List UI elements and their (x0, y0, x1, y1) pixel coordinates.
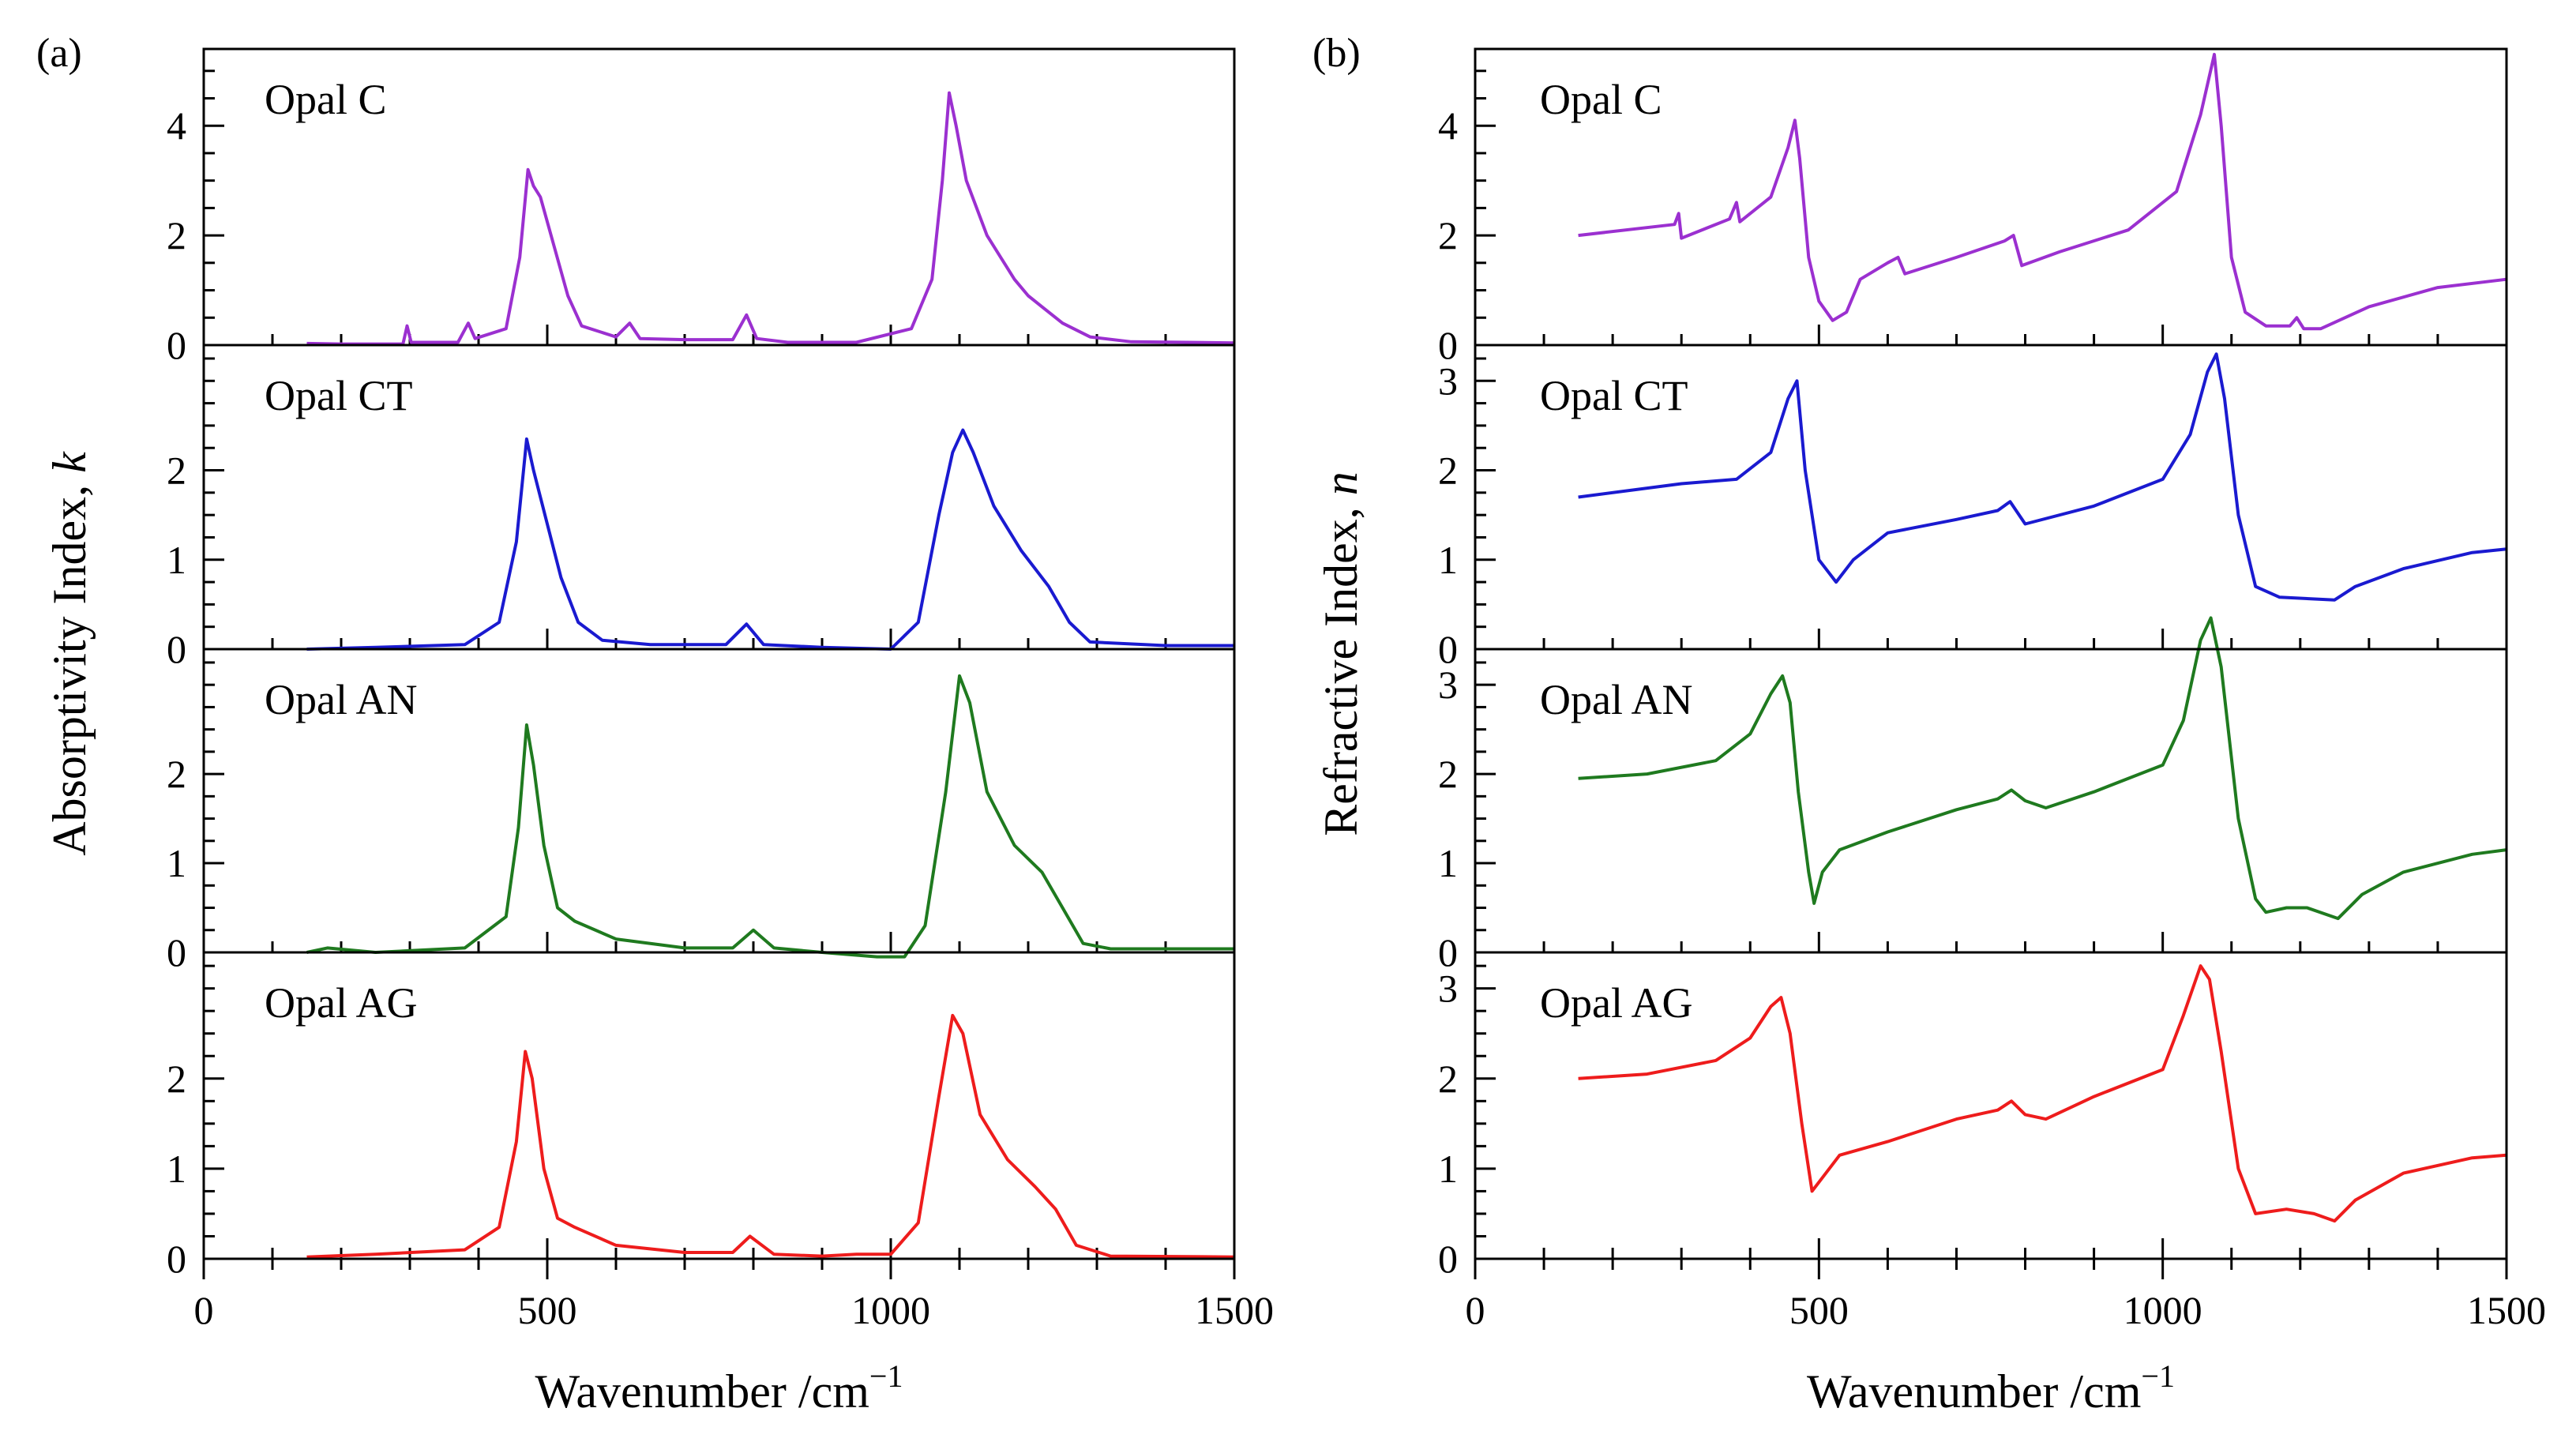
y-tick-label: 0 (1438, 1237, 1458, 1281)
x-tick-label: 500 (1789, 1288, 1849, 1332)
y-tick-label: 2 (1438, 752, 1458, 796)
x-tick-label: 500 (518, 1288, 577, 1332)
y-tick-label: 1 (1438, 1147, 1458, 1191)
x-tick-label: 1000 (851, 1288, 930, 1332)
y-tick-label: 0 (1438, 627, 1458, 671)
series-label: Opal AG (1540, 979, 1692, 1027)
x-tick-label: 0 (1466, 1288, 1485, 1332)
series-line-opal-ag (1578, 964, 2507, 1223)
y-tick-label: 2 (167, 213, 186, 257)
y-tick-label: 1 (1438, 538, 1458, 582)
series-line-opal-an (1578, 616, 2507, 921)
series-line-opal-c (306, 91, 1235, 346)
series-label: Opal AN (265, 676, 417, 723)
series-line-opal-an (306, 674, 1234, 959)
y-tick-label: 3 (1438, 359, 1458, 403)
panel-label-a: (a) (36, 31, 82, 76)
y-tick-label: 4 (1438, 103, 1458, 148)
x-tick-label: 1500 (1195, 1288, 1274, 1332)
x-axis-label: Wavenumber /cm−1 (1807, 1358, 2175, 1418)
series-label: Opal AG (265, 979, 417, 1027)
y-tick-label: 3 (1438, 663, 1458, 707)
y-axis-label: Refractive Index, n (1315, 471, 1367, 836)
series-line-opal-ct (306, 428, 1234, 651)
y-tick-label: 1 (167, 1147, 186, 1191)
series-label: Opal CT (265, 372, 412, 419)
y-tick-label: 0 (167, 930, 186, 974)
y-tick-label: 2 (1438, 213, 1458, 257)
y-tick-label: 1 (167, 538, 186, 582)
y-tick-label: 2 (167, 752, 186, 796)
y-axis-label: Absorptivity Index, k (43, 451, 96, 856)
y-tick-label: 1 (167, 841, 186, 885)
y-tick-label: 2 (167, 449, 186, 493)
subplot-frame (1474, 951, 2508, 1260)
series-label: Opal C (265, 76, 387, 123)
panel-absorptivity: (a) 0 2 4 Opal C 0 1 2 Opal CT 0 1 2 Opal AN 0 1 2 Opal… (36, 31, 1274, 1418)
series-line-opal-ct (1578, 352, 2507, 602)
y-tick-label: 0 (167, 323, 186, 367)
y-tick-label: 1 (1438, 841, 1458, 885)
y-tick-label: 2 (167, 1057, 186, 1101)
series-label: Opal CT (1540, 372, 1688, 419)
subplot-frame (202, 951, 1236, 1260)
panel-refractive: (b) 0 2 4 Opal C 0 1 2 3 Opal CT 0 1 2 3 Opal AN 0 1 2 3 O… (1312, 31, 2546, 1418)
y-tick-label: 0 (167, 627, 186, 671)
y-tick-label: 2 (1438, 1057, 1458, 1101)
y-tick-label: 3 (1438, 967, 1458, 1011)
panel-label-b: (b) (1312, 31, 1361, 76)
y-tick-label: 0 (167, 1237, 186, 1281)
y-tick-label: 2 (1438, 449, 1458, 493)
y-tick-label: 0 (1438, 323, 1458, 367)
series-line-opal-c (1578, 52, 2507, 331)
x-tick-label: 0 (194, 1288, 214, 1332)
x-axis-label: Wavenumber /cm−1 (535, 1358, 903, 1418)
x-tick-label: 1000 (2124, 1288, 2202, 1332)
series-label: Opal AN (1540, 676, 1692, 723)
series-label: Opal C (1540, 76, 1662, 123)
series-line-opal-ag (306, 1013, 1235, 1259)
x-tick-label: 1500 (2467, 1288, 2546, 1332)
y-tick-label: 4 (167, 103, 186, 148)
y-tick-label: 0 (1438, 930, 1458, 974)
